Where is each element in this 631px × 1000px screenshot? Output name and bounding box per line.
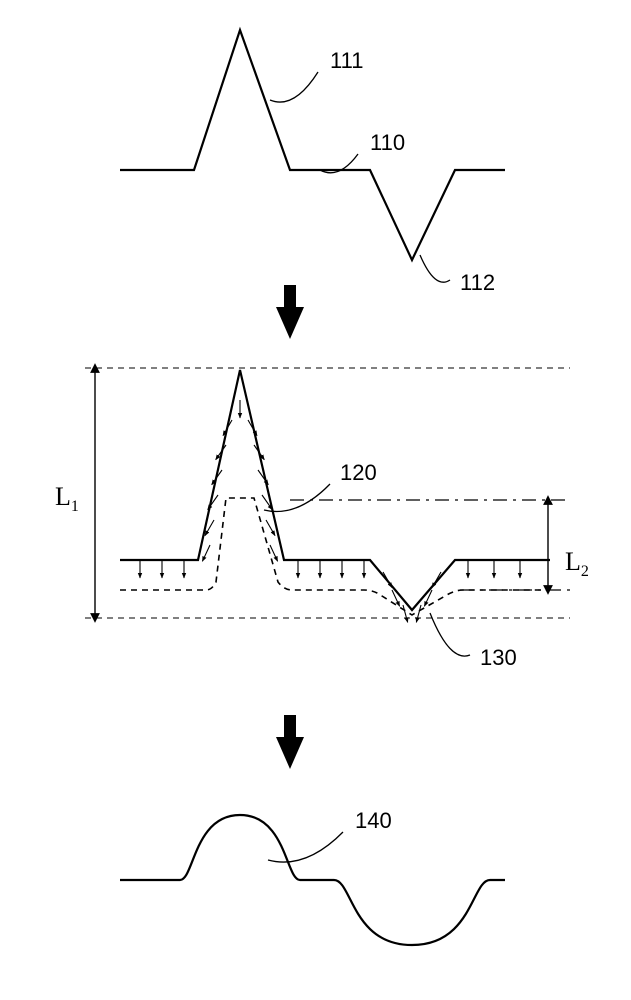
small-arrow xyxy=(432,572,441,588)
big-down-arrow xyxy=(276,285,304,339)
dim-L1-label: L1 xyxy=(55,482,79,515)
leader-111 xyxy=(270,72,318,102)
label-140: 140 xyxy=(355,808,392,833)
label-110: 110 xyxy=(370,130,405,155)
big-down-arrow xyxy=(276,715,304,769)
dim-L2-label: L2 xyxy=(565,547,589,580)
leader-140 xyxy=(268,832,343,862)
small-arrow xyxy=(403,605,408,622)
label-112: 112 xyxy=(460,270,495,295)
leader-120 xyxy=(264,484,330,512)
label-111: 111 xyxy=(330,48,363,73)
top-profile xyxy=(120,30,505,260)
leader-130 xyxy=(430,613,470,656)
small-arrow xyxy=(416,605,421,622)
label-120: 120 xyxy=(340,460,377,485)
diagram-canvas: 111 110 112 L1 L2 120 130 140 xyxy=(0,0,631,1000)
small-arrow xyxy=(383,572,392,588)
mid-dashed-profile xyxy=(120,498,550,615)
leader-112 xyxy=(420,255,450,282)
label-130: 130 xyxy=(480,645,517,670)
small-arrow xyxy=(266,520,275,536)
bottom-profile xyxy=(120,815,505,945)
small-arrow xyxy=(202,545,210,561)
